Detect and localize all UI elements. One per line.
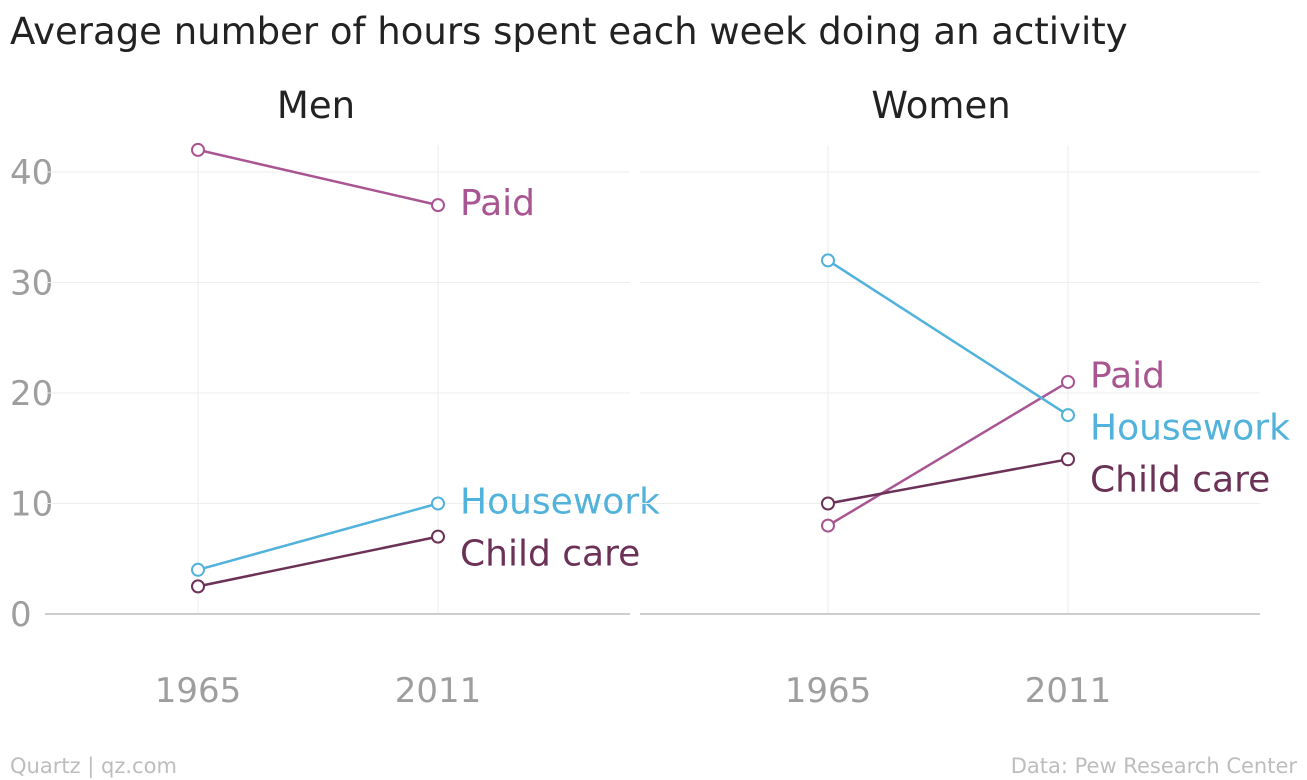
chart-title: Average number of hours spent each week … <box>10 10 1128 53</box>
x-tick-label-women: 1965 <box>785 671 872 711</box>
panel-title-men: Men <box>277 84 355 127</box>
data-point-child_care-women <box>1061 452 1075 467</box>
data-point-housework-women <box>821 253 835 268</box>
y-tick-label: 40 <box>10 153 53 193</box>
data-point-housework-men <box>431 496 445 511</box>
series-line-child_care-men <box>197 535 439 588</box>
series-label-housework-men: Housework <box>460 481 660 522</box>
x-tick-label-women: 2011 <box>1025 671 1112 711</box>
data-point-paid-women <box>821 518 835 533</box>
data-point-housework-women <box>1061 408 1075 423</box>
data-source: Data: Pew Research Center <box>1010 754 1297 778</box>
x-tick-label-men: 2011 <box>395 671 482 711</box>
series-label-child_care-women: Child care <box>1090 459 1270 500</box>
y-tick-label: 30 <box>10 264 53 304</box>
data-point-paid-men <box>191 142 205 157</box>
series-line-paid-men <box>197 148 439 207</box>
panel-title-women: Women <box>871 84 1010 127</box>
series-label-child_care-men: Child care <box>460 533 640 574</box>
series-label-housework-women: Housework <box>1090 407 1290 448</box>
series-label-paid-women: Paid <box>1090 355 1165 396</box>
series-line-paid-women <box>827 380 1069 527</box>
series-line-housework-men <box>197 502 439 572</box>
y-tick-label: 20 <box>10 374 53 414</box>
series-label-paid-men: Paid <box>460 183 535 224</box>
y-tick-label: 0 <box>10 595 32 635</box>
series-line-housework-women <box>827 259 1069 417</box>
data-point-paid-men <box>431 198 445 213</box>
y-tick-label: 10 <box>10 485 53 525</box>
data-point-paid-women <box>1061 374 1075 389</box>
source-credit: Quartz | qz.com <box>10 754 177 778</box>
x-tick-label-men: 1965 <box>155 671 242 711</box>
data-point-child_care-women <box>821 496 835 511</box>
series-line-child_care-women <box>827 458 1069 505</box>
data-point-child_care-men <box>431 529 445 544</box>
data-point-child_care-men <box>191 579 205 594</box>
data-point-housework-men <box>191 562 205 577</box>
